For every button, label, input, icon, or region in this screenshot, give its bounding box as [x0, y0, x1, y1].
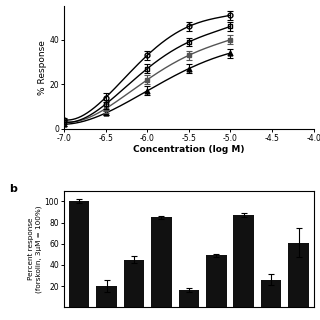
- Y-axis label: Percent response
(forskolin, 3μM = 100%): Percent response (forskolin, 3μM = 100%): [28, 205, 42, 293]
- Bar: [233, 215, 254, 307]
- Y-axis label: % Response: % Response: [38, 40, 47, 95]
- Bar: [151, 217, 172, 307]
- Bar: [261, 280, 281, 307]
- Bar: [179, 290, 199, 307]
- X-axis label: Concentration (log M): Concentration (log M): [133, 145, 244, 154]
- Bar: [124, 260, 144, 307]
- Text: b: b: [9, 184, 17, 194]
- Bar: [206, 255, 227, 307]
- Bar: [288, 243, 309, 307]
- Bar: [96, 286, 117, 307]
- Bar: [69, 201, 89, 307]
